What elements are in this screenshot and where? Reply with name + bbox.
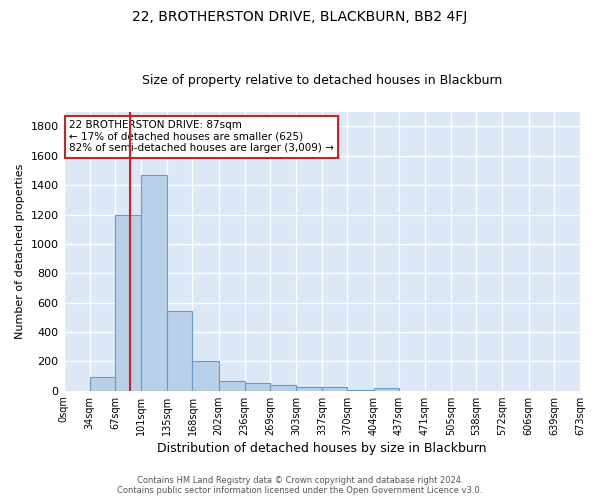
- Bar: [193, 360, 218, 390]
- Bar: [270, 385, 296, 390]
- Bar: [322, 387, 347, 390]
- Y-axis label: Number of detached properties: Number of detached properties: [15, 164, 25, 339]
- Bar: [141, 175, 167, 390]
- X-axis label: Distribution of detached houses by size in Blackburn: Distribution of detached houses by size …: [157, 442, 487, 455]
- Bar: [89, 378, 115, 390]
- Text: Contains HM Land Registry data © Crown copyright and database right 2024.
Contai: Contains HM Land Registry data © Crown c…: [118, 476, 482, 495]
- Bar: [167, 312, 193, 390]
- Title: Size of property relative to detached houses in Blackburn: Size of property relative to detached ho…: [142, 74, 502, 87]
- Bar: [245, 384, 270, 390]
- Bar: [296, 386, 322, 390]
- Text: 22, BROTHERSTON DRIVE, BLACKBURN, BB2 4FJ: 22, BROTHERSTON DRIVE, BLACKBURN, BB2 4F…: [133, 10, 467, 24]
- Bar: [374, 388, 399, 390]
- Bar: [218, 381, 245, 390]
- Text: 22 BROTHERSTON DRIVE: 87sqm
← 17% of detached houses are smaller (625)
82% of se: 22 BROTHERSTON DRIVE: 87sqm ← 17% of det…: [69, 120, 334, 154]
- Bar: [115, 214, 141, 390]
